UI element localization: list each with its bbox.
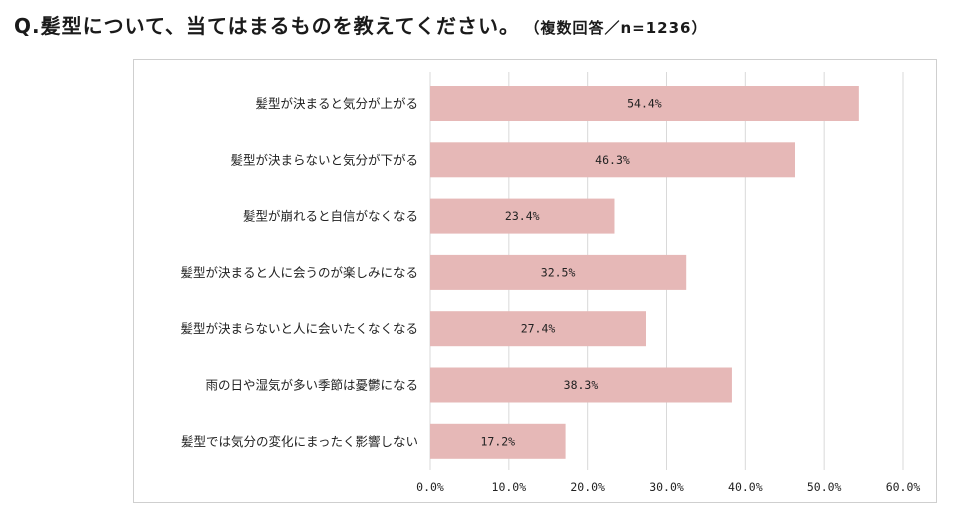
bar xyxy=(430,86,859,121)
x-tick-label: 60.0% xyxy=(886,480,921,494)
data-label: 38.3% xyxy=(564,378,599,392)
category-label: 髪型が決まると気分が上がる xyxy=(255,96,418,111)
x-tick-label: 40.0% xyxy=(728,480,763,494)
chart-frame xyxy=(133,59,937,503)
chart-title: Q.髪型について、当てはまるものを教えてください。 xyxy=(14,14,520,38)
chart-heading: Q.髪型について、当てはまるものを教えてください。 （複数回答／n=1236） xyxy=(14,10,708,39)
data-label: 17.2% xyxy=(480,434,515,448)
bar xyxy=(430,311,647,347)
bar xyxy=(430,367,732,403)
bar xyxy=(430,198,615,234)
chart-subtitle: （複数回答／n=1236） xyxy=(532,19,708,37)
data-label: 23.4% xyxy=(505,209,540,223)
category-label: 髪型が決まらないと気分が下がる xyxy=(230,152,418,167)
bar xyxy=(430,254,687,290)
category-label: 髪型が決まらないと人に会いたくなくなる xyxy=(180,321,418,336)
data-label: 46.3% xyxy=(595,153,630,167)
category-label: 髪型が決まると人に会うのが楽しみになる xyxy=(180,265,418,280)
category-label: 髪型が崩れると自信がなくなる xyxy=(243,209,418,224)
data-label: 54.4% xyxy=(627,97,662,111)
x-tick-label: 50.0% xyxy=(807,480,842,494)
category-label: 髪型では気分の変化にまったく影響しない xyxy=(181,434,418,449)
x-tick-label: 0.0% xyxy=(416,480,444,494)
bar xyxy=(430,423,566,459)
category-label: 雨の日や湿気が多い季節は憂鬱になる xyxy=(205,378,418,393)
data-label: 32.5% xyxy=(541,265,576,279)
data-label: 27.4% xyxy=(521,322,556,336)
x-tick-label: 30.0% xyxy=(649,480,684,494)
bar xyxy=(430,142,795,178)
x-tick-label: 20.0% xyxy=(570,480,605,494)
x-tick-label: 10.0% xyxy=(492,480,527,494)
